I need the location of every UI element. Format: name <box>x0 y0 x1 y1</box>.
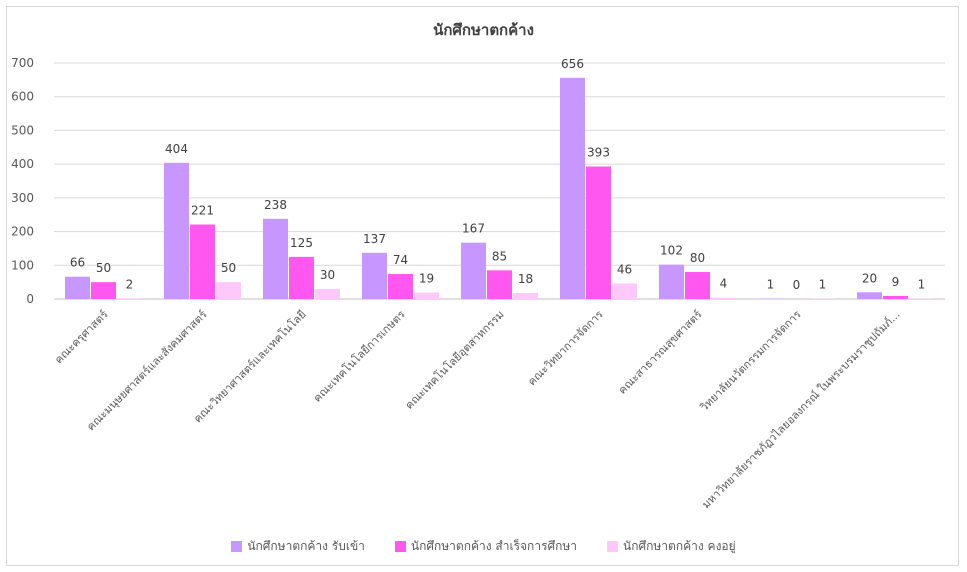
data-label: 46 <box>617 262 632 276</box>
x-category-label: วิทยาลัยนวัตกรรมการจัดการ <box>697 308 804 415</box>
bar <box>388 274 413 299</box>
data-label: 1 <box>819 278 827 292</box>
data-label: 2 <box>126 277 134 291</box>
x-category-label: คณะวิทยาศาสตร์และเทคโนโลยี <box>190 307 308 425</box>
bar <box>487 270 512 299</box>
data-label: 393 <box>587 146 610 160</box>
bar <box>289 256 314 299</box>
bar <box>513 292 538 299</box>
bar <box>190 224 215 299</box>
legend-swatch <box>394 541 406 552</box>
bar <box>362 252 387 299</box>
data-label: 85 <box>492 249 507 263</box>
x-category-label: คณะสาธารณสุขศาสตร์ <box>616 308 705 397</box>
y-tick-label: 100 <box>11 258 34 272</box>
bar <box>711 297 736 299</box>
bar <box>216 282 241 299</box>
bar <box>315 288 340 299</box>
x-category-label: คณะเทคโนโลยีอุตสาหกรรม <box>402 307 507 412</box>
legend-swatch <box>607 541 619 552</box>
x-category-label: คณะเทคโนโลยีการเกษตร <box>310 307 408 405</box>
data-label: 1 <box>918 278 926 292</box>
bar <box>560 77 585 299</box>
data-label: 404 <box>165 142 188 156</box>
chart-legend: นักศึกษาตกค้าง รับเข้า นักศึกษาตกค้าง สำเ… <box>0 537 967 556</box>
bar <box>91 282 116 299</box>
bar <box>883 295 908 299</box>
bar <box>414 292 439 299</box>
x-category-label: คณะมนุษยศาสตร์และสังคมศาสตร์ <box>84 308 209 433</box>
bar <box>612 283 637 299</box>
data-label: 656 <box>561 57 584 71</box>
data-label: 0 <box>793 278 801 292</box>
legend-item: นักศึกษาตกค้าง สำเร็จการศึกษา <box>394 537 578 556</box>
y-tick-label: 500 <box>11 123 34 137</box>
data-label: 74 <box>393 253 408 267</box>
data-label: 66 <box>70 256 85 270</box>
bar <box>164 162 189 299</box>
x-category-label: คณะวิทยาการจัดการ <box>525 308 605 388</box>
bar <box>857 292 882 299</box>
data-label: 50 <box>221 261 236 275</box>
data-label: 30 <box>320 268 335 282</box>
legend-label: นักศึกษาตกค้าง คงอยู่ <box>623 539 736 553</box>
data-label: 20 <box>862 271 877 285</box>
y-tick-label: 600 <box>11 90 34 104</box>
y-tick-label: 700 <box>11 56 34 70</box>
data-label: 4 <box>720 277 728 291</box>
data-label: 9 <box>892 275 900 289</box>
data-label: 137 <box>363 232 386 246</box>
legend-label: นักศึกษาตกค้าง รับเข้า <box>247 539 365 553</box>
data-label: 238 <box>264 198 287 212</box>
x-category-label: คณะครุศาสตร์ <box>52 308 111 367</box>
bar <box>117 298 142 299</box>
data-label: 19 <box>419 272 434 286</box>
legend-label: นักศึกษาตกค้าง สำเร็จการศึกษา <box>410 539 578 553</box>
data-label: 125 <box>290 236 313 250</box>
bar <box>685 272 710 299</box>
x-category-label: มหาวิทยาลัยราชภัฏวไลยอลงกรณ์ ในพระบรมราช… <box>699 308 902 511</box>
data-label: 102 <box>660 244 683 258</box>
bar <box>659 264 684 299</box>
legend-item: นักศึกษาตกค้าง คงอยู่ <box>607 537 736 556</box>
data-label: 167 <box>462 222 485 236</box>
legend-item: นักศึกษาตกค้าง รับเข้า <box>231 537 365 556</box>
y-tick-label: 200 <box>11 225 34 239</box>
legend-swatch <box>231 541 243 552</box>
bar <box>65 276 90 299</box>
bar <box>461 242 486 299</box>
y-tick-label: 400 <box>11 157 34 171</box>
bar <box>263 218 288 299</box>
data-label: 80 <box>690 251 705 265</box>
data-label: 1 <box>767 278 775 292</box>
data-label: 50 <box>96 261 111 275</box>
chart-title: นักศึกษาตกค้าง <box>433 21 534 39</box>
data-label: 221 <box>191 203 214 217</box>
data-label: 18 <box>518 272 533 286</box>
y-tick-label: 300 <box>11 191 34 205</box>
bar <box>586 166 611 299</box>
y-tick-label: 0 <box>26 292 34 306</box>
